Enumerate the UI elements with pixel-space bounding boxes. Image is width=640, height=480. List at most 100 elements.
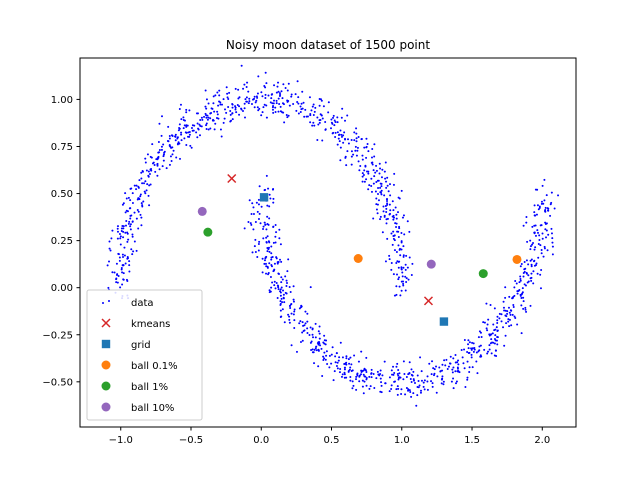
data-point (520, 297, 523, 300)
data-point (545, 229, 548, 232)
data-point (273, 262, 276, 265)
data-point (158, 168, 161, 171)
data-point (315, 349, 318, 352)
data-point (299, 341, 302, 344)
data-point (332, 379, 335, 382)
data-point (152, 161, 155, 164)
data-point (420, 370, 423, 373)
data-point (370, 376, 373, 379)
data-point (127, 196, 130, 199)
data-point (522, 300, 525, 303)
data-point (314, 322, 317, 325)
data-point (340, 116, 343, 119)
data-point (287, 99, 290, 102)
data-point (402, 214, 405, 217)
data-point (495, 355, 498, 358)
data-point (390, 232, 393, 235)
data-point (363, 380, 366, 383)
data-point (127, 238, 130, 241)
data-point (540, 252, 543, 255)
data-point (314, 347, 317, 350)
data-point (361, 180, 364, 183)
data-point (530, 272, 533, 275)
data-point (346, 114, 349, 117)
data-point (341, 356, 344, 359)
data-point (373, 155, 376, 158)
data-point (452, 377, 455, 380)
data-point (287, 82, 290, 85)
data-point (388, 376, 391, 379)
data-point (514, 317, 517, 320)
data-point (143, 182, 146, 185)
data-point (150, 167, 153, 170)
data-point (385, 207, 388, 210)
data-point (343, 376, 346, 379)
data-point (324, 128, 327, 131)
data-point (402, 360, 405, 363)
marker-points-layer (197, 173, 522, 326)
data-point (523, 270, 526, 273)
data-point (400, 266, 403, 269)
data-point (341, 107, 344, 110)
data-point (280, 297, 283, 300)
data-point (205, 98, 208, 101)
data-point (177, 141, 180, 144)
data-point (529, 239, 532, 242)
data-point (122, 278, 125, 281)
data-point (168, 144, 171, 146)
data-point (553, 207, 556, 210)
data-point (370, 190, 373, 193)
data-point (258, 185, 261, 188)
data-point (487, 350, 490, 353)
data-point (423, 379, 426, 382)
data-point (264, 262, 267, 265)
data-point (419, 356, 422, 359)
data-point (331, 346, 334, 349)
data-point (139, 213, 142, 216)
data-point (467, 347, 470, 350)
data-point (308, 334, 311, 337)
data-point (464, 385, 467, 388)
data-point (365, 376, 368, 379)
data-point (472, 342, 475, 345)
data-point (243, 107, 246, 110)
data-point (160, 145, 163, 148)
data-point (409, 378, 412, 381)
ball-0-1-point (512, 254, 522, 264)
data-point (253, 97, 256, 100)
data-point (318, 332, 321, 335)
data-point (217, 104, 220, 107)
data-point (397, 378, 400, 381)
data-point (401, 216, 404, 219)
data-point (336, 143, 339, 146)
data-point (355, 375, 358, 378)
data-point (124, 262, 127, 265)
x-tick-label: 0.5 (324, 435, 340, 446)
data-point (405, 375, 408, 378)
data-point (140, 224, 143, 227)
data-point (502, 326, 505, 329)
data-point (273, 84, 276, 87)
data-point (328, 366, 331, 369)
data-point (339, 367, 342, 370)
data-point (190, 127, 193, 130)
data-point (379, 186, 382, 189)
data-point (349, 366, 352, 369)
data-point (389, 183, 391, 186)
data-point (413, 381, 416, 384)
data-point (303, 324, 306, 327)
data-point (373, 143, 376, 146)
data-point (332, 131, 335, 134)
data-point (541, 237, 544, 240)
data-point (379, 191, 382, 194)
data-point (367, 150, 370, 153)
data-point (498, 317, 501, 320)
data-point (527, 274, 530, 277)
data-point (519, 265, 522, 268)
data-point (519, 275, 522, 278)
data-point (323, 351, 326, 354)
data-point (276, 296, 279, 299)
data-point (260, 114, 263, 117)
data-point (323, 342, 326, 345)
data-point (333, 124, 336, 127)
